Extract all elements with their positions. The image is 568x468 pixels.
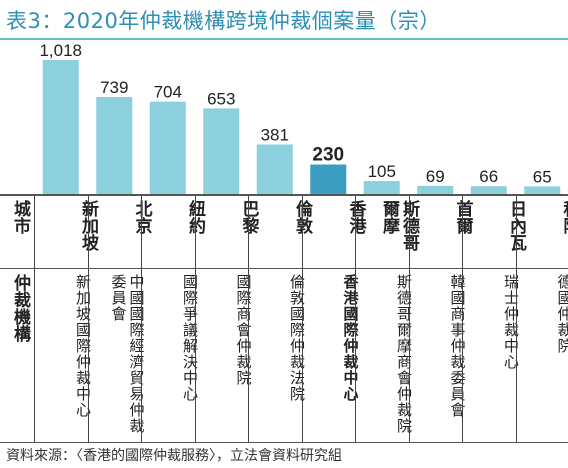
city-cell: 巴黎 (238, 200, 259, 234)
column-separator (301, 196, 303, 442)
city-cell: 倫敦 (292, 200, 312, 234)
bar-value-label: 69 (426, 167, 445, 186)
bar-chart: 1,018 739 704 653 381 230 105 69 66 65 (39, 41, 561, 195)
city-cell: 日內瓦 (506, 200, 526, 251)
organization-cell: 斯德哥爾摩商會仲裁院 (395, 274, 413, 434)
chart-baseline (0, 194, 568, 196)
bar-8 (470, 186, 507, 195)
bar-3 (203, 108, 240, 195)
bar-5 (310, 164, 347, 195)
organization-cell: 新加坡國際仲裁中心 (74, 274, 92, 418)
organization-cell: 韓國商事仲裁委員會 (448, 274, 467, 418)
bar-4 (256, 144, 293, 195)
organization-cell: 國際爭議解決中心 (181, 274, 199, 402)
column-separator (194, 196, 196, 442)
column-separator (141, 196, 142, 442)
bar-9 (524, 186, 561, 195)
column-separator (408, 196, 410, 442)
title-divider (0, 38, 568, 40)
bar-2 (149, 101, 186, 195)
city-cell: 紐約 (185, 200, 205, 234)
bar-value-label: 1,018 (39, 41, 82, 60)
table-divider (0, 268, 568, 269)
row-label-city: 城市 (10, 200, 30, 234)
row-label-organization: 仲裁機構 (10, 274, 30, 342)
column-separator (462, 196, 463, 442)
bar-0 (42, 60, 79, 195)
source-note: 資料來源：〈香港的國際仲裁服務〉，立法會資料研究組 (6, 448, 342, 464)
city-cell: 科隆 (559, 200, 568, 234)
organization-cell: 倫敦國際仲裁法院 (288, 274, 306, 402)
organization-cell: 瑞士仲裁中心 (502, 274, 520, 370)
organization-cell: 德國仲裁院 (555, 274, 568, 354)
bar-value-label: 704 (154, 83, 182, 102)
bar-value-label: 66 (479, 167, 498, 186)
column-separator (34, 196, 35, 442)
footer-divider (0, 442, 568, 443)
bar-value-label: 381 (261, 125, 289, 144)
city-cell: 首爾 (452, 200, 473, 234)
organization-cell: 香港國際仲裁中心 (341, 274, 360, 402)
bar-value-label: 65 (533, 167, 552, 186)
bar-value-label: 105 (368, 162, 396, 181)
bar-1 (96, 96, 133, 195)
city-cell: 北京 (131, 200, 152, 234)
bar-value-label: 739 (100, 78, 128, 97)
organization-cell: 國際商會仲裁院 (234, 274, 253, 386)
column-separator (87, 196, 89, 442)
bar-6 (363, 181, 400, 195)
chart-title: 表3：2020年仲裁機構跨境仲裁個案量（宗） (6, 9, 441, 33)
column-separator (515, 196, 517, 442)
organization-cell: 中國國際經濟貿易仲裁委員會 (109, 274, 146, 434)
bar-value-label: 653 (207, 89, 235, 108)
city-cell: 新加坡 (78, 200, 98, 251)
column-separator (248, 196, 249, 442)
column-separator (355, 196, 356, 442)
city-cell: 香港 (345, 200, 366, 234)
bar-value-label: 230 (312, 144, 344, 165)
city-cell: 斯德哥爾摩 (379, 200, 419, 251)
bar-7 (417, 185, 454, 195)
